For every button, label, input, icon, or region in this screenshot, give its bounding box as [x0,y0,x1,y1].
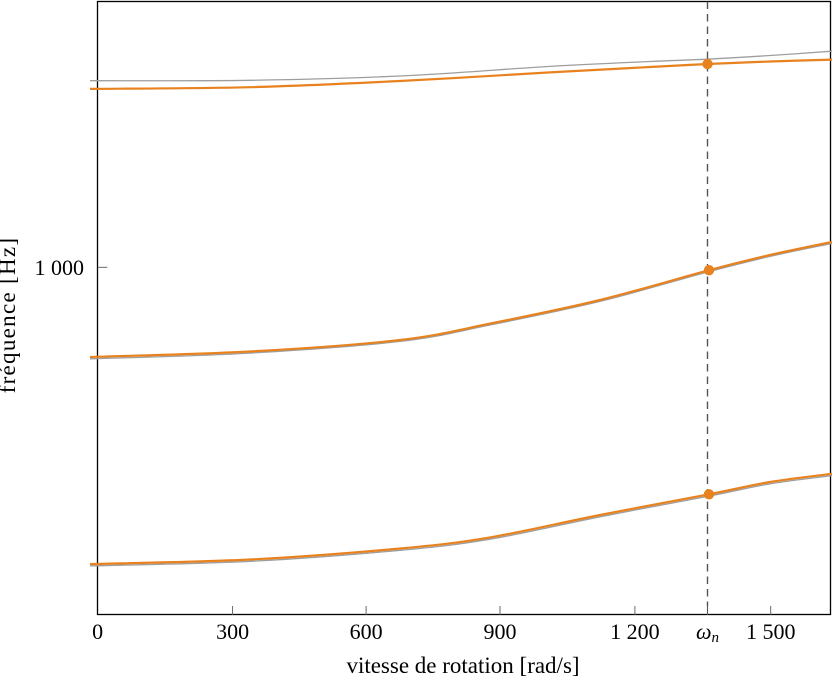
svg-text:0: 0 [92,619,103,644]
svg-text:900: 900 [484,619,517,644]
svg-text:vitesse de rotation [rad/s]: vitesse de rotation [rad/s] [346,653,579,678]
svg-text:1 200: 1 200 [610,619,660,644]
svg-text:1 000: 1 000 [35,255,85,280]
svg-text:ωn: ωn [696,619,719,646]
svg-text:300: 300 [216,619,249,644]
svg-text:fréquence [Hz]: fréquence [Hz] [0,237,20,394]
svg-text:600: 600 [350,619,383,644]
svg-text:1 500: 1 500 [746,619,796,644]
